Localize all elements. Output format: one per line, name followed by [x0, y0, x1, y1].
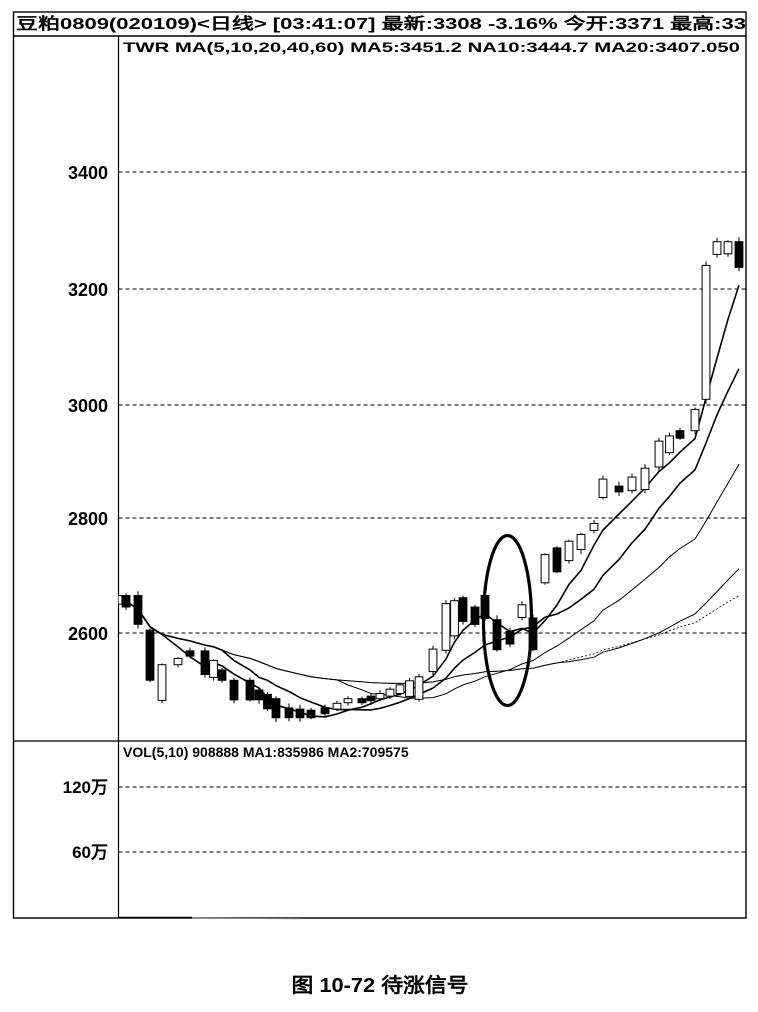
svg-text:60万: 60万	[72, 843, 108, 862]
svg-text:2600: 2600	[68, 624, 108, 644]
svg-text:TWR MA(5,10,20,40,60) MA5:34: TWR MA(5,10,20,40,60) MA5:3451.2 NA10:34…	[123, 39, 740, 55]
svg-text:豆粕0809(020109)<日线> [03:41:07]: 豆粕0809(020109)<日线> [03:41:07] 最新:3308 -3…	[16, 14, 746, 33]
svg-text:图 10-72 待涨信号: 图 10-72 待涨信号	[292, 973, 469, 997]
svg-text:3200: 3200	[68, 280, 108, 300]
svg-text:3000: 3000	[68, 396, 108, 416]
svg-text:VOL(5,10) 908888 MA1:835986 MA: VOL(5,10) 908888 MA1:835986 MA2:709575	[123, 744, 409, 760]
svg-text:120万: 120万	[63, 778, 108, 797]
svg-text:2800: 2800	[68, 509, 108, 529]
svg-text:3400: 3400	[68, 163, 108, 183]
